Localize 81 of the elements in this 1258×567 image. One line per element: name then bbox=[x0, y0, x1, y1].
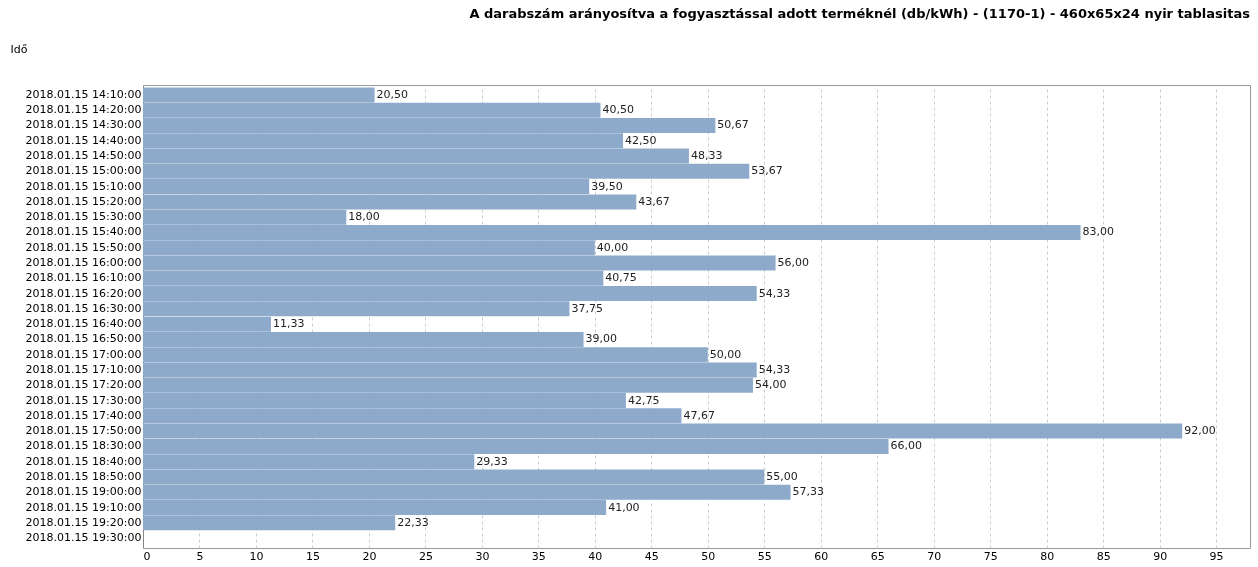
data-label: 22,33 bbox=[397, 515, 429, 529]
y-tick-label: 2018.01.15 18:30:00 bbox=[25, 439, 142, 453]
y-tick-label: 2018.01.15 17:30:00 bbox=[25, 393, 142, 407]
y-tick-label: 2018.01.15 15:20:00 bbox=[25, 194, 142, 208]
x-tick-label: 45 bbox=[644, 549, 659, 563]
x-tick-label: 55 bbox=[757, 549, 772, 563]
x-tick-label: 80 bbox=[1040, 549, 1055, 563]
data-label: 47,67 bbox=[683, 408, 715, 422]
data-label: 39,50 bbox=[591, 179, 623, 193]
y-tick-label: 2018.01.15 14:50:00 bbox=[25, 149, 142, 163]
x-tick-label: 10 bbox=[249, 549, 264, 563]
y-tick-label: 2018.01.15 18:50:00 bbox=[25, 469, 142, 483]
data-label: 18,00 bbox=[348, 210, 380, 224]
data-label: 11,33 bbox=[272, 317, 305, 331]
x-tick-label: 90 bbox=[1153, 549, 1168, 563]
y-tick-label: 2018.01.15 16:30:00 bbox=[25, 301, 142, 315]
data-label: 54,33 bbox=[758, 286, 791, 300]
y-axis-title: Idő bbox=[10, 42, 28, 56]
data-label: 54,00 bbox=[754, 378, 787, 392]
x-tick-label: 15 bbox=[305, 549, 320, 563]
x-tick-label: 5 bbox=[196, 549, 204, 563]
data-label: 29,33 bbox=[476, 454, 508, 468]
x-tick-label: 30 bbox=[475, 549, 490, 563]
data-label: 48,33 bbox=[690, 149, 723, 163]
data-label: 40,00 bbox=[596, 240, 629, 254]
x-tick-label: 40 bbox=[588, 549, 603, 563]
data-label: 53,67 bbox=[751, 164, 783, 178]
y-tick-label: 2018.01.15 19:20:00 bbox=[25, 515, 142, 529]
data-label: 40,75 bbox=[605, 271, 637, 285]
y-tick-label: 2018.01.15 19:10:00 bbox=[25, 500, 142, 514]
data-label: 40,50 bbox=[602, 103, 634, 117]
x-tick-label: 65 bbox=[870, 549, 885, 563]
data-label: 50,00 bbox=[709, 347, 742, 361]
data-label: 66,00 bbox=[890, 439, 923, 453]
y-tick-label: 2018.01.15 17:40:00 bbox=[25, 408, 142, 422]
x-tick-label: 95 bbox=[1209, 549, 1224, 563]
data-label: 83,00 bbox=[1082, 225, 1115, 239]
x-tick-label: 70 bbox=[927, 549, 942, 563]
y-tick-label: 2018.01.15 14:10:00 bbox=[25, 87, 142, 101]
x-tick-label: 0 bbox=[143, 549, 151, 563]
x-tick-label: 75 bbox=[983, 549, 998, 563]
data-label: 92,00 bbox=[1184, 424, 1216, 438]
y-tick-label: 2018.01.15 16:00:00 bbox=[25, 256, 142, 270]
y-tick-label: 2018.01.15 14:20:00 bbox=[25, 103, 142, 117]
y-tick-label: 2018.01.15 17:10:00 bbox=[25, 362, 142, 376]
y-tick-label: 2018.01.15 17:50:00 bbox=[25, 424, 142, 438]
y-tick-label: 2018.01.15 16:10:00 bbox=[25, 271, 142, 285]
y-tick-label: 2018.01.15 15:10:00 bbox=[25, 179, 142, 193]
y-tick-label: 2018.01.15 17:00:00 bbox=[25, 347, 142, 361]
y-tick-label: 2018.01.15 19:30:00 bbox=[25, 531, 142, 545]
y-tick-label: 2018.01.15 18:40:00 bbox=[25, 454, 142, 468]
y-tick-label: 2018.01.15 14:30:00 bbox=[25, 118, 142, 132]
data-label: 56,00 bbox=[777, 256, 810, 270]
data-label: 50,67 bbox=[717, 118, 749, 132]
y-tick-label: 2018.01.15 19:00:00 bbox=[25, 485, 142, 499]
data-label: 37,75 bbox=[571, 301, 603, 315]
data-label: 39,00 bbox=[585, 332, 618, 346]
y-tick-label: 2018.01.15 16:20:00 bbox=[25, 286, 142, 300]
chart-title: A darabszám arányosítva a fogyasztással adott terméknél (db/kWh) - (1170-1) - 460x65x24 nyir tablasitas bbox=[469, 6, 1251, 21]
y-tick-label: 2018.01.15 15:50:00 bbox=[25, 240, 142, 254]
x-tick-label: 20 bbox=[362, 549, 377, 563]
data-label: 41,00 bbox=[608, 500, 640, 514]
y-tick-label: 2018.01.15 14:40:00 bbox=[25, 133, 142, 147]
data-label: 57,33 bbox=[792, 485, 825, 499]
y-tick-label: 2018.01.15 16:40:00 bbox=[25, 317, 142, 331]
y-tick-label: 2018.01.15 15:40:00 bbox=[25, 225, 142, 239]
y-tick-label: 2018.01.15 15:30:00 bbox=[25, 210, 142, 224]
x-tick-label: 50 bbox=[701, 549, 716, 563]
x-tick-label: 85 bbox=[1096, 549, 1111, 563]
data-label: 20,50 bbox=[376, 87, 409, 101]
data-label: 42,75 bbox=[627, 393, 660, 407]
data-label: 43,67 bbox=[638, 194, 670, 208]
data-label: 55,00 bbox=[766, 469, 798, 483]
x-tick-label: 35 bbox=[531, 549, 546, 563]
x-tick-label: 60 bbox=[814, 549, 829, 563]
y-tick-label: 2018.01.15 16:50:00 bbox=[25, 332, 142, 346]
data-label: 54,33 bbox=[758, 362, 791, 376]
y-tick-label: 2018.01.15 17:20:00 bbox=[25, 378, 142, 392]
data-label: 42,50 bbox=[625, 133, 657, 147]
x-tick-label: 25 bbox=[418, 549, 433, 563]
y-tick-label: 2018.01.15 15:00:00 bbox=[25, 164, 142, 178]
